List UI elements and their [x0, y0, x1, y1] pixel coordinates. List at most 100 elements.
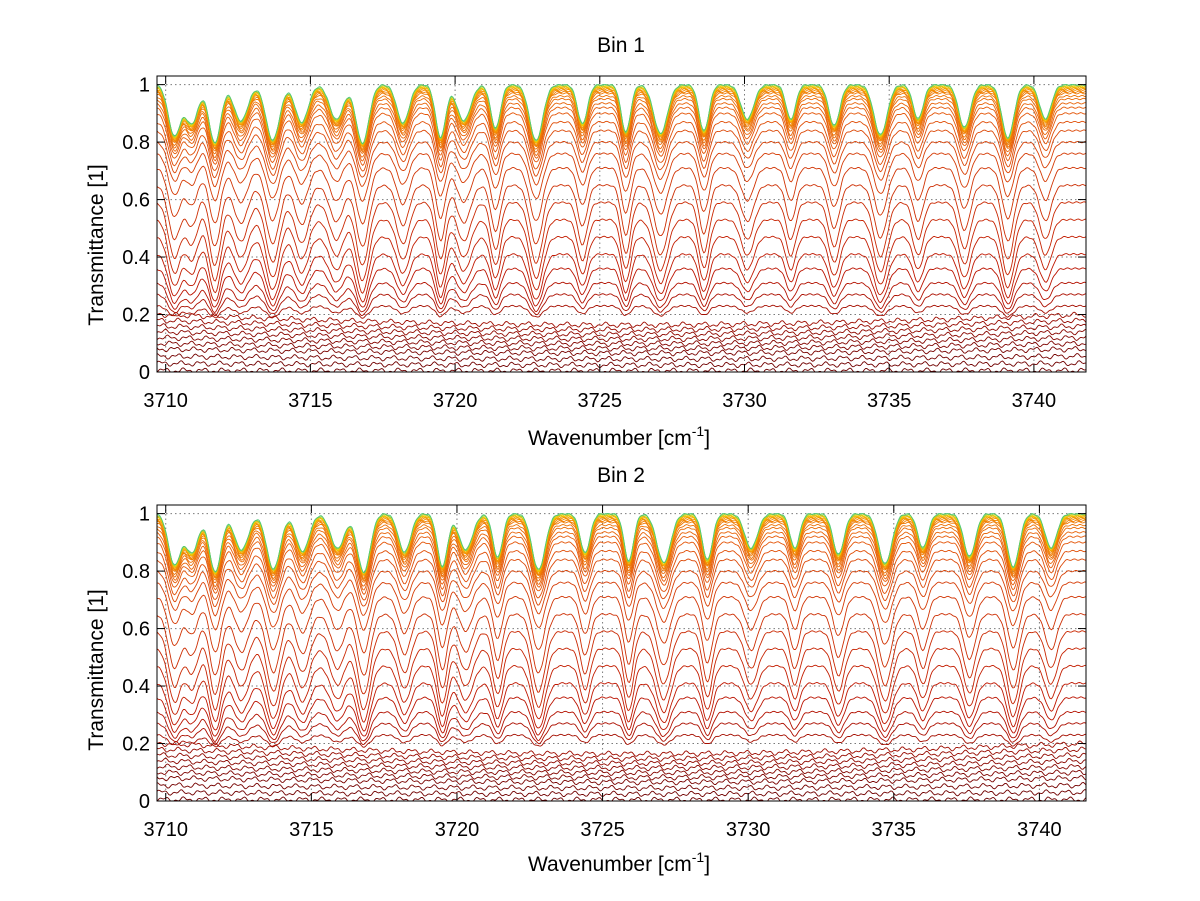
- transmittance-series-line: [157, 523, 1086, 582]
- transmittance-series-line: [157, 746, 1086, 762]
- y-tick-label: 1: [139, 504, 150, 526]
- transmittance-series-line: [157, 781, 1086, 792]
- x-tick-label: 3740: [1012, 390, 1057, 412]
- transmittance-series-line: [157, 293, 1086, 317]
- transmittance-series-line: [157, 740, 1086, 757]
- y-tick-label: 0.6: [122, 190, 150, 212]
- transmittance-series-line: [157, 664, 1086, 723]
- plot-area: 3710 3715 3720 3725 3730 3735 3740 0 0.2 0.4 0.6 0.…: [122, 75, 1087, 412]
- transmittance-series-line: [157, 360, 1086, 369]
- transmittance-series-line: [157, 696, 1086, 737]
- transmittance-series-line: [157, 323, 1086, 338]
- transmittance-series-line: [157, 84, 1086, 145]
- y-tick-label: 0.4: [122, 247, 150, 269]
- tick-group: 3710 3715 3720 3725 3730 3735 3740 0 0.2 0.4 0.6 0.…: [122, 504, 1086, 841]
- transmittance-series-line: [157, 120, 1086, 172]
- transmittance-series-line: [157, 353, 1086, 363]
- subplot-bin-1: Bin 1 3710 3715 3720 3725 3730 3735 3740 0 0.2 0.…: [85, 34, 1087, 450]
- plot-area: 3710 3715 3720 3725 3730 3735 3740 0 0.2 0.4 0.6 0.…: [122, 504, 1087, 841]
- transmittance-series-line: [157, 722, 1086, 746]
- transmittance-series-line: [157, 102, 1086, 158]
- transmittance-series-line: [157, 630, 1086, 695]
- transmittance-series-line: [157, 253, 1086, 303]
- transmittance-series-line: [157, 549, 1086, 601]
- y-tick-label: 0.2: [122, 305, 150, 327]
- transmittance-series-line: [157, 235, 1086, 294]
- transmittance-series-line: [157, 757, 1086, 772]
- subplot-bin-2: Bin 2 3710 3715 3720 3725 3730 3735 3740 0 0.2 0.…: [85, 464, 1087, 876]
- x-axis-label: Wavenumber [cm-1]: [528, 423, 710, 450]
- tick-group: 3710 3715 3720 3725 3730 3735 3740 0 0.2 0.4 0.6 0.…: [122, 75, 1086, 412]
- transmittance-series-line: [157, 682, 1086, 732]
- transmittance-series-line: [157, 304, 1086, 319]
- transmittance-series-line: [157, 112, 1086, 166]
- transmittance-series-line: [157, 769, 1086, 781]
- y-axis-label: Transmittance [1]: [85, 164, 108, 325]
- chart-title: Bin 1: [597, 34, 645, 57]
- y-tick-label: 0.8: [122, 561, 150, 583]
- x-tick-label: 3710: [143, 819, 188, 841]
- transmittance-series-line: [157, 281, 1086, 313]
- transmittance-series-line: [157, 340, 1086, 352]
- transmittance-series-line: [157, 97, 1086, 155]
- transmittance-series-line: [157, 328, 1086, 343]
- series-group: [157, 84, 1086, 372]
- y-tick-label: 0.2: [122, 734, 150, 756]
- transmittance-series-line: [157, 346, 1086, 357]
- x-tick-label: 3715: [288, 390, 333, 412]
- x-tick-label: 3730: [726, 819, 771, 841]
- transmittance-series-line: [157, 311, 1086, 328]
- transmittance-series-line: [157, 796, 1086, 801]
- x-tick-label: 3710: [143, 390, 188, 412]
- transmittance-series-line: [157, 334, 1086, 348]
- transmittance-series-line: [157, 367, 1086, 372]
- x-axis-label: Wavenumber [cm-1]: [528, 849, 710, 876]
- transmittance-series-line: [157, 569, 1086, 617]
- axes-box: [156, 504, 1087, 802]
- transmittance-series-line: [157, 789, 1086, 798]
- y-tick-label: 0: [139, 791, 150, 813]
- x-tick-label: 3720: [433, 390, 478, 412]
- transmittance-series-line: [157, 201, 1086, 266]
- y-tick-label: 0: [139, 362, 150, 384]
- x-tick-label: 3740: [1017, 819, 1062, 841]
- transmittance-series-line: [157, 613, 1086, 676]
- y-axis-label: Transmittance [1]: [85, 589, 108, 750]
- transmittance-series-line: [157, 775, 1086, 786]
- transmittance-series-line: [157, 595, 1086, 654]
- chart-title: Bin 2: [597, 464, 645, 487]
- x-tick-label: 3725: [578, 390, 623, 412]
- transmittance-series-line: [157, 541, 1086, 595]
- x-tick-label: 3735: [867, 390, 912, 412]
- axes-box: [156, 75, 1087, 373]
- transmittance-series-line: [157, 733, 1086, 748]
- x-tick-label: 3725: [580, 819, 625, 841]
- x-tick-label: 3730: [722, 390, 767, 412]
- transmittance-series-line: [157, 710, 1086, 742]
- transmittance-series-line: [157, 647, 1086, 711]
- transmittance-series-line: [157, 152, 1086, 202]
- y-tick-label: 1: [139, 75, 150, 97]
- transmittance-series-line: [157, 106, 1086, 162]
- transmittance-series-line: [157, 581, 1086, 631]
- transmittance-series-line: [157, 513, 1086, 574]
- series-group: [157, 513, 1086, 801]
- transmittance-series-line: [157, 317, 1086, 333]
- x-tick-label: 3720: [435, 819, 480, 841]
- x-tick-label: 3715: [289, 819, 334, 841]
- transmittance-series-line: [157, 166, 1086, 225]
- transmittance-series-line: [157, 129, 1086, 179]
- transmittance-series-line: [157, 140, 1086, 188]
- transmittance-series-line: [157, 184, 1086, 247]
- transmittance-series-line: [157, 531, 1086, 588]
- transmittance-series-line: [157, 526, 1086, 584]
- transmittance-series-line: [157, 267, 1086, 308]
- transmittance-series-line: [157, 752, 1086, 767]
- y-tick-label: 0.6: [122, 619, 150, 641]
- transmittance-series-line: [157, 218, 1086, 282]
- transmittance-series-line: [157, 535, 1086, 591]
- x-tick-label: 3735: [872, 819, 917, 841]
- transmittance-series-line: [157, 558, 1086, 608]
